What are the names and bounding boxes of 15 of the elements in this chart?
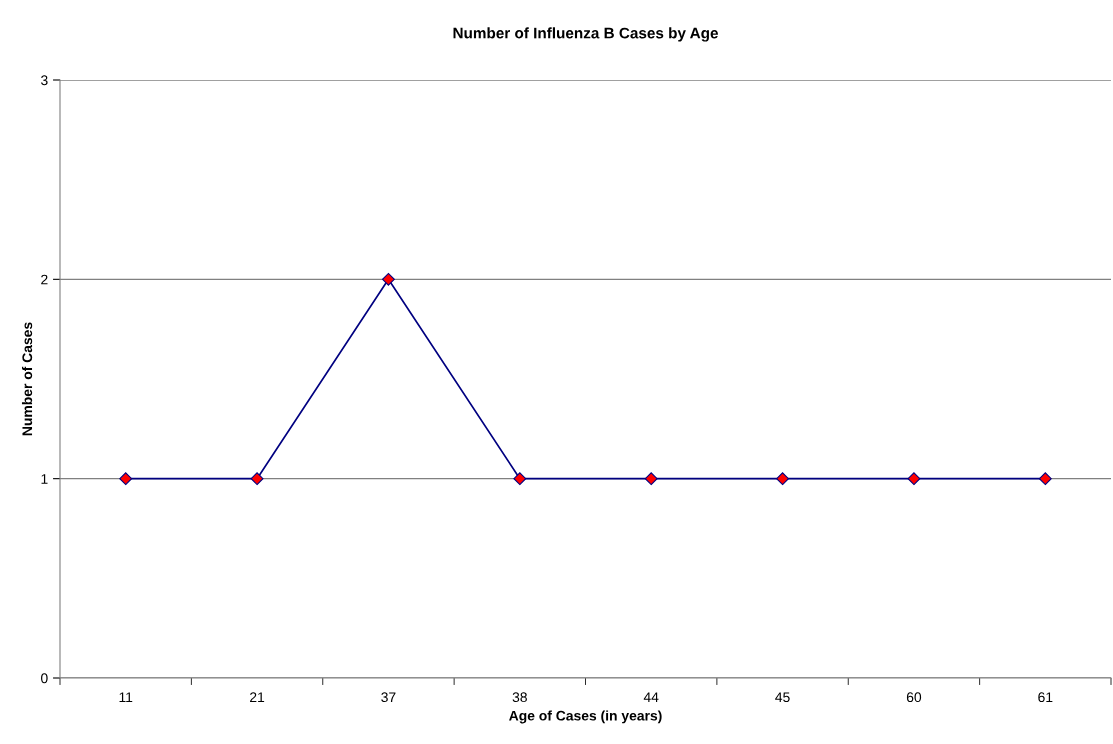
x-tick-label: 44 <box>643 692 659 702</box>
y-axis-title: Number of Cases <box>21 322 33 436</box>
y-tick-label: 1 <box>41 474 48 484</box>
chart-title: Number of Influenza B Cases by Age <box>453 27 718 42</box>
y-tick-label: 2 <box>41 274 48 285</box>
x-axis-title: Age of Cases (in years) <box>509 710 662 724</box>
y-tick-label: 0 <box>41 673 48 684</box>
x-tick-label: 21 <box>250 692 265 702</box>
x-tick-label: 37 <box>381 692 396 703</box>
x-tick-label: 45 <box>775 692 790 703</box>
x-tick-label: 11 <box>119 692 133 702</box>
x-tick-label: 60 <box>906 692 922 703</box>
y-tick-label: 3 <box>41 75 48 86</box>
x-tick-label: 61 <box>1038 692 1053 703</box>
x-tick-label: 38 <box>512 692 527 703</box>
